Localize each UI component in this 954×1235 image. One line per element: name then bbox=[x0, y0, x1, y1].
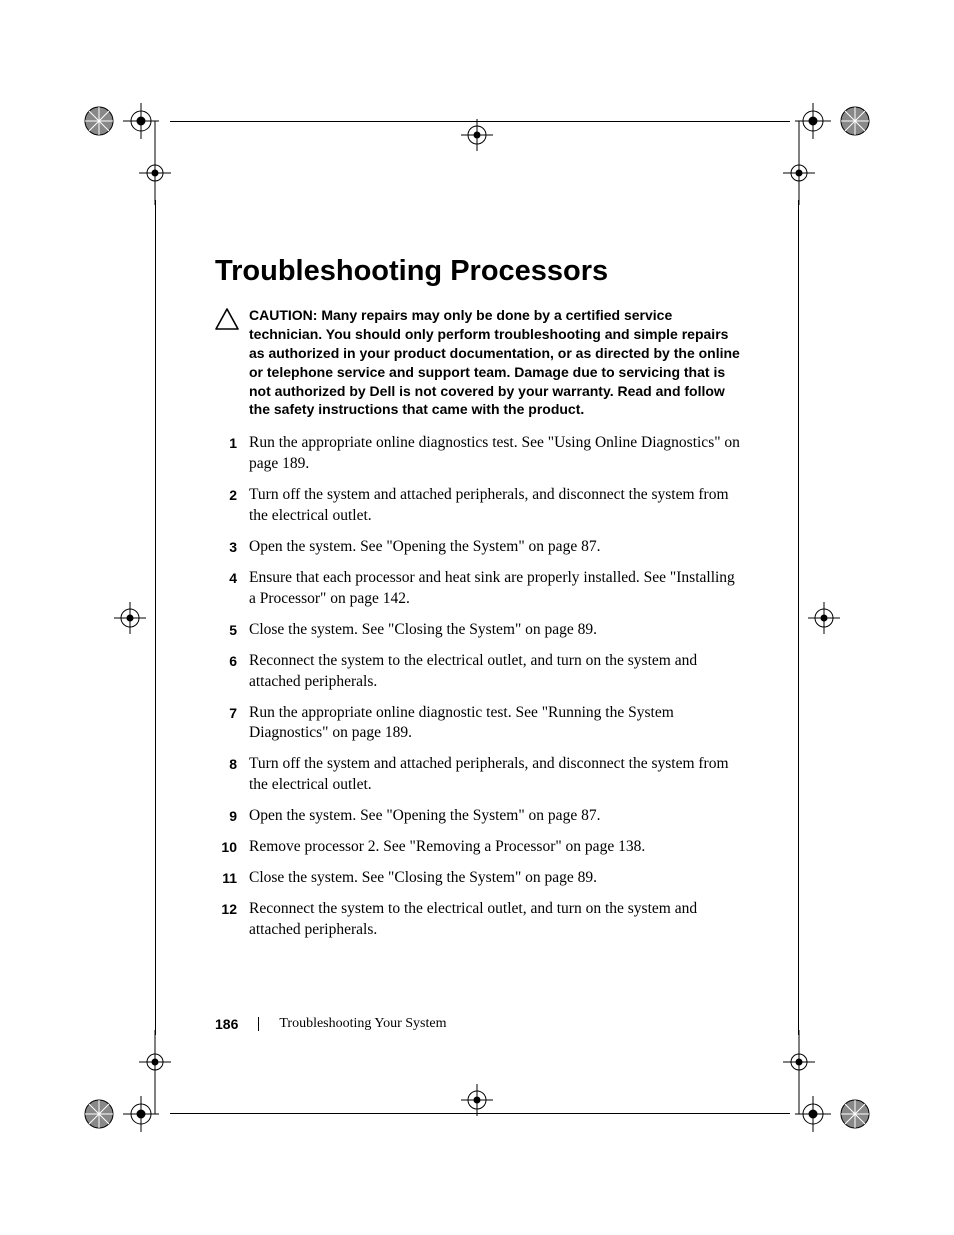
step-text: Ensure that each processor and heat sink… bbox=[249, 569, 735, 607]
caution-label: CAUTION: bbox=[249, 307, 317, 323]
crop-mark-bottom-center bbox=[457, 1080, 497, 1120]
step-text: Run the appropriate online diagnostic te… bbox=[249, 704, 674, 742]
crop-mark-bottom-right bbox=[759, 1030, 879, 1150]
crop-rule-right bbox=[798, 200, 799, 1035]
step-text: Run the appropriate online diagnostics t… bbox=[249, 434, 740, 472]
step-item: 1Run the appropriate online diagnostics … bbox=[215, 433, 745, 475]
chapter-title: Troubleshooting Your System bbox=[279, 1016, 446, 1032]
crop-rule-left bbox=[155, 200, 156, 1035]
crop-mark-right-center bbox=[804, 598, 844, 638]
step-text: Close the system. See "Closing the Syste… bbox=[249, 869, 597, 886]
step-item: 7Run the appropriate online diagnostic t… bbox=[215, 703, 745, 745]
step-item: 12Reconnect the system to the electrical… bbox=[215, 899, 745, 941]
step-item: 10Remove processor 2. See "Removing a Pr… bbox=[215, 837, 745, 858]
step-text: Reconnect the system to the electrical o… bbox=[249, 900, 697, 938]
page: Troubleshooting Processors CAUTION: Many… bbox=[0, 0, 954, 1235]
step-text: Remove processor 2. See "Removing a Proc… bbox=[249, 838, 645, 855]
footer-separator bbox=[258, 1017, 259, 1031]
step-text: Open the system. See "Opening the System… bbox=[249, 807, 600, 824]
step-item: 9Open the system. See "Opening the Syste… bbox=[215, 806, 745, 827]
step-item: 5Close the system. See "Closing the Syst… bbox=[215, 620, 745, 641]
crop-mark-top-center bbox=[457, 115, 497, 155]
step-item: 2Turn off the system and attached periph… bbox=[215, 485, 745, 527]
crop-mark-left-center bbox=[110, 598, 150, 638]
caution-body: Many repairs may only be done by a certi… bbox=[249, 307, 740, 417]
step-item: 6Reconnect the system to the electrical … bbox=[215, 651, 745, 693]
step-text: Turn off the system and attached periphe… bbox=[249, 755, 729, 793]
steps-list: 1Run the appropriate online diagnostics … bbox=[215, 433, 745, 941]
page-footer: 186 Troubleshooting Your System bbox=[215, 1016, 745, 1032]
step-item: 4Ensure that each processor and heat sin… bbox=[215, 568, 745, 610]
caution-icon bbox=[215, 308, 241, 335]
content-area: Troubleshooting Processors CAUTION: Many… bbox=[215, 255, 745, 951]
crop-mark-top-left bbox=[75, 85, 195, 205]
step-item: 3Open the system. See "Opening the Syste… bbox=[215, 537, 745, 558]
crop-mark-top-right bbox=[759, 85, 879, 205]
crop-mark-bottom-left bbox=[75, 1030, 195, 1150]
page-number: 186 bbox=[215, 1016, 238, 1032]
step-text: Open the system. See "Opening the System… bbox=[249, 538, 600, 555]
caution-text: CAUTION: Many repairs may only be done b… bbox=[249, 306, 745, 419]
step-text: Reconnect the system to the electrical o… bbox=[249, 652, 697, 690]
section-title: Troubleshooting Processors bbox=[215, 255, 745, 288]
step-item: 8Turn off the system and attached periph… bbox=[215, 754, 745, 796]
step-item: 11Close the system. See "Closing the Sys… bbox=[215, 868, 745, 889]
caution-block: CAUTION: Many repairs may only be done b… bbox=[215, 306, 745, 419]
step-text: Turn off the system and attached periphe… bbox=[249, 486, 729, 524]
step-text: Close the system. See "Closing the Syste… bbox=[249, 621, 597, 638]
